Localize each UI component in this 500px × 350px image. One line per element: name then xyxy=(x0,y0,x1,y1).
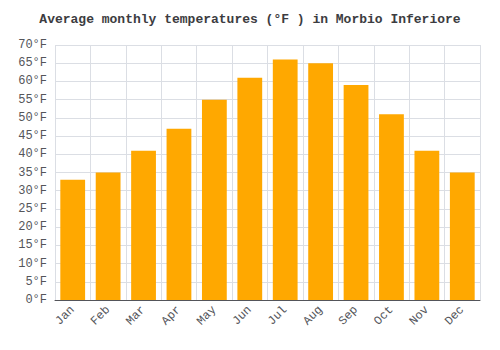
svg-text:30°F: 30°F xyxy=(18,184,47,198)
svg-text:0°F: 0°F xyxy=(25,293,47,307)
svg-text:Dec: Dec xyxy=(442,303,467,328)
svg-text:45°F: 45°F xyxy=(18,129,47,143)
svg-text:60°F: 60°F xyxy=(18,74,47,88)
svg-text:40°F: 40°F xyxy=(18,147,47,161)
svg-text:65°F: 65°F xyxy=(18,56,47,70)
svg-text:15°F: 15°F xyxy=(18,238,47,252)
svg-text:May: May xyxy=(194,303,219,328)
svg-text:70°F: 70°F xyxy=(18,38,47,52)
svg-text:20°F: 20°F xyxy=(18,220,47,234)
svg-text:Nov: Nov xyxy=(407,303,432,328)
svg-text:35°F: 35°F xyxy=(18,166,47,180)
svg-text:5°F: 5°F xyxy=(25,275,47,289)
svg-text:10°F: 10°F xyxy=(18,257,47,271)
svg-text:Jun: Jun xyxy=(230,303,255,328)
svg-text:Feb: Feb xyxy=(88,303,113,328)
svg-text:25°F: 25°F xyxy=(18,202,47,216)
svg-text:Apr: Apr xyxy=(159,303,184,328)
svg-text:Jul: Jul xyxy=(265,303,290,328)
svg-text:Aug: Aug xyxy=(300,303,325,328)
svg-text:Mar: Mar xyxy=(123,303,148,328)
svg-text:Oct: Oct xyxy=(371,303,396,328)
svg-text:Jan: Jan xyxy=(53,303,78,328)
svg-text:Average monthly temperatures (: Average monthly temperatures (°F ) in Mo… xyxy=(39,12,460,27)
svg-text:55°F: 55°F xyxy=(18,93,47,107)
svg-text:Sep: Sep xyxy=(336,303,361,328)
svg-text:50°F: 50°F xyxy=(18,111,47,125)
